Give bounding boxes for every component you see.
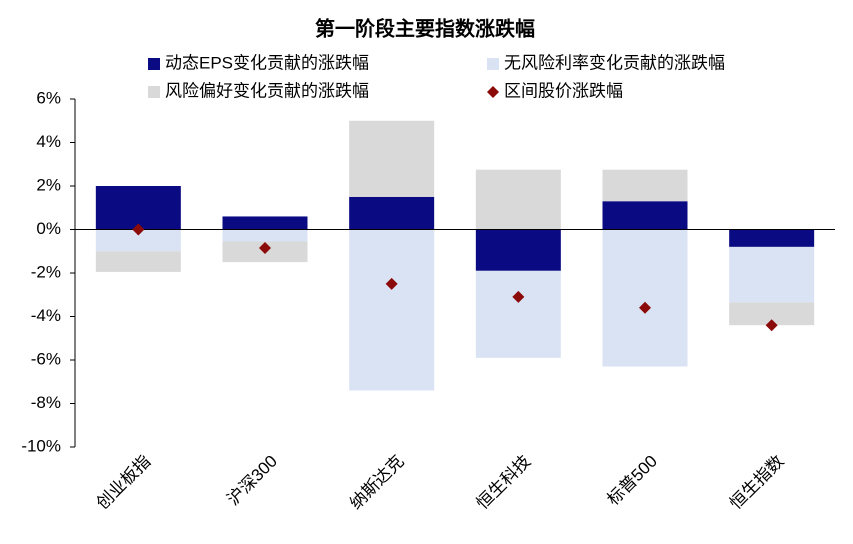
bar (95, 186, 181, 230)
price-marker (132, 223, 145, 236)
y-tick-label: 0% (36, 219, 61, 238)
bar (349, 196, 435, 230)
price-marker (259, 241, 271, 254)
bar (95, 229, 181, 252)
bar (475, 169, 561, 230)
bar (602, 229, 688, 367)
y-tick-label: 4% (36, 132, 61, 151)
bar (602, 201, 688, 230)
price-marker (385, 277, 398, 290)
bar (475, 270, 561, 358)
bar (729, 229, 815, 247)
bar (349, 229, 435, 391)
bar (602, 169, 688, 202)
bar (729, 246, 815, 303)
y-tick-label: -2% (31, 262, 61, 281)
price-marker (512, 290, 525, 303)
y-tick-label: 2% (36, 175, 61, 194)
legend-swatch (148, 58, 160, 70)
legend-label: 风险偏好变化贡献的涨跌幅 (165, 81, 369, 100)
bar (475, 229, 561, 271)
price-marker (765, 319, 778, 332)
legend-label: 无风险利率变化贡献的涨跌幅 (504, 53, 725, 72)
x-tick-label: 标普500 (603, 452, 661, 510)
legend-swatch (487, 58, 499, 70)
x-tick-label: 纳斯达克 (346, 452, 408, 514)
bar (222, 216, 308, 230)
y-tick-label: -6% (31, 349, 61, 368)
x-tick-label: 恒生指数 (726, 452, 788, 514)
legend-swatch (148, 86, 160, 98)
y-tick-label: -4% (31, 306, 61, 325)
y-tick-label: 6% (36, 88, 61, 107)
y-tick-label: -10% (21, 436, 61, 455)
bar (222, 229, 308, 242)
bar (729, 302, 815, 326)
chart-title: 第一阶段主要指数涨跌幅 (315, 16, 535, 40)
y-tick-label: -8% (31, 393, 61, 412)
x-tick-label: 创业板指 (93, 452, 155, 514)
legend-marker (487, 86, 499, 98)
legend-label: 区间股价涨跌幅 (504, 81, 623, 100)
legend-label: 动态EPS变化贡献的涨跌幅 (165, 53, 369, 72)
x-tick-label: 恒生科技 (473, 452, 535, 514)
bar (95, 251, 181, 272)
x-tick-label: 沪深300 (223, 452, 281, 510)
price-marker (639, 301, 651, 314)
bar (349, 120, 435, 197)
